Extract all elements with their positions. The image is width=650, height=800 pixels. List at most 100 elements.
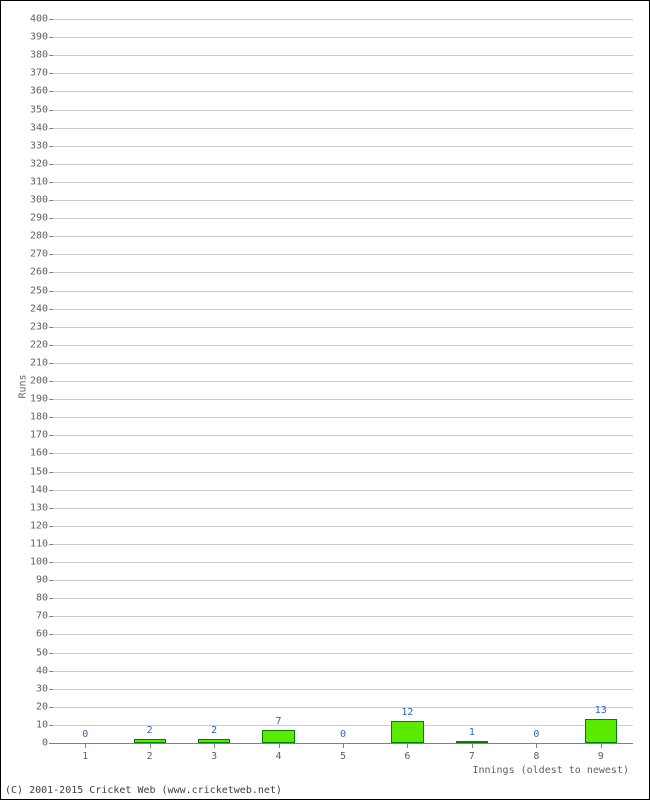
y-tick-label: 70 — [36, 611, 53, 622]
bar-value-label: 2 — [211, 725, 217, 736]
gridline — [53, 363, 633, 364]
y-tick-label: 390 — [30, 32, 53, 43]
y-tick-label: 380 — [30, 50, 53, 61]
gridline — [53, 634, 633, 635]
y-tick-label: 30 — [36, 683, 53, 694]
gridline — [53, 526, 633, 527]
y-tick-label: 360 — [30, 86, 53, 97]
bar-value-label: 1 — [469, 727, 475, 738]
copyright-text: (C) 2001-2015 Cricket Web (www.cricketwe… — [5, 785, 282, 796]
y-tick-label: 310 — [30, 176, 53, 187]
gridline — [53, 653, 633, 654]
gridline — [53, 272, 633, 273]
gridline — [53, 37, 633, 38]
y-tick-label: 130 — [30, 502, 53, 513]
y-tick-label: 400 — [30, 14, 53, 25]
bar — [391, 721, 423, 743]
y-tick-label: 150 — [30, 466, 53, 477]
y-tick-label: 20 — [36, 701, 53, 712]
gridline — [53, 164, 633, 165]
y-tick-label: 300 — [30, 195, 53, 206]
gridline — [53, 200, 633, 201]
y-tick-label: 40 — [36, 665, 53, 676]
x-tick-label: 1 — [82, 743, 88, 762]
y-tick-label: 90 — [36, 575, 53, 586]
gridline — [53, 725, 633, 726]
bar-value-label: 2 — [147, 725, 153, 736]
y-tick-label: 330 — [30, 140, 53, 151]
bar-value-label: 13 — [595, 705, 607, 716]
gridline — [53, 381, 633, 382]
gridline — [53, 435, 633, 436]
gridline — [53, 128, 633, 129]
gridline — [53, 254, 633, 255]
y-tick-label: 340 — [30, 122, 53, 133]
gridline — [53, 671, 633, 672]
y-tick-label: 170 — [30, 430, 53, 441]
y-tick-label: 350 — [30, 104, 53, 115]
y-tick-label: 180 — [30, 412, 53, 423]
y-tick-label: 140 — [30, 484, 53, 495]
gridline — [53, 236, 633, 237]
y-tick-label: 250 — [30, 285, 53, 296]
bar-value-label: 0 — [82, 729, 88, 740]
x-tick-label: 8 — [533, 743, 539, 762]
gridline — [53, 309, 633, 310]
bar-value-label: 7 — [276, 716, 282, 727]
bar-value-label: 0 — [340, 729, 346, 740]
x-tick-label: 7 — [469, 743, 475, 762]
x-tick-label: 3 — [211, 743, 217, 762]
gridline — [53, 453, 633, 454]
gridline — [53, 598, 633, 599]
y-tick-label: 160 — [30, 448, 53, 459]
gridline — [53, 91, 633, 92]
bar-value-label: 0 — [533, 729, 539, 740]
gridline — [53, 689, 633, 690]
y-tick-label: 280 — [30, 231, 53, 242]
x-axis-label: Innings (oldest to newest) — [472, 765, 629, 776]
gridline — [53, 472, 633, 473]
y-tick-label: 110 — [30, 538, 53, 549]
y-tick-label: 270 — [30, 249, 53, 260]
gridline — [53, 110, 633, 111]
gridline — [53, 327, 633, 328]
gridline — [53, 562, 633, 563]
gridline — [53, 417, 633, 418]
gridline — [53, 55, 633, 56]
gridline — [53, 146, 633, 147]
bar — [585, 719, 617, 743]
y-tick-label: 240 — [30, 303, 53, 314]
y-tick-label: 210 — [30, 357, 53, 368]
x-tick-label: 4 — [276, 743, 282, 762]
y-tick-label: 0 — [42, 738, 53, 749]
y-tick-label: 320 — [30, 158, 53, 169]
y-tick-label: 50 — [36, 647, 53, 658]
y-tick-label: 290 — [30, 213, 53, 224]
y-tick-label: 120 — [30, 520, 53, 531]
x-tick-label: 6 — [404, 743, 410, 762]
gridline — [53, 218, 633, 219]
y-tick-label: 200 — [30, 376, 53, 387]
gridline — [53, 73, 633, 74]
plot-area: 0102030405060708090100110120130140150160… — [53, 19, 633, 744]
y-tick-label: 10 — [36, 719, 53, 730]
y-tick-label: 220 — [30, 339, 53, 350]
gridline — [53, 616, 633, 617]
x-tick-label: 2 — [147, 743, 153, 762]
y-tick-label: 260 — [30, 267, 53, 278]
x-tick-label: 5 — [340, 743, 346, 762]
gridline — [53, 707, 633, 708]
y-tick-label: 100 — [30, 557, 53, 568]
gridline — [53, 490, 633, 491]
gridline — [53, 580, 633, 581]
bar — [262, 730, 294, 743]
gridline — [53, 544, 633, 545]
gridline — [53, 182, 633, 183]
gridline — [53, 345, 633, 346]
y-axis-label: Runs — [18, 374, 29, 398]
y-tick-label: 230 — [30, 321, 53, 332]
x-tick-label: 9 — [598, 743, 604, 762]
chart-container: 0102030405060708090100110120130140150160… — [0, 0, 650, 800]
y-tick-label: 80 — [36, 593, 53, 604]
y-tick-label: 370 — [30, 68, 53, 79]
